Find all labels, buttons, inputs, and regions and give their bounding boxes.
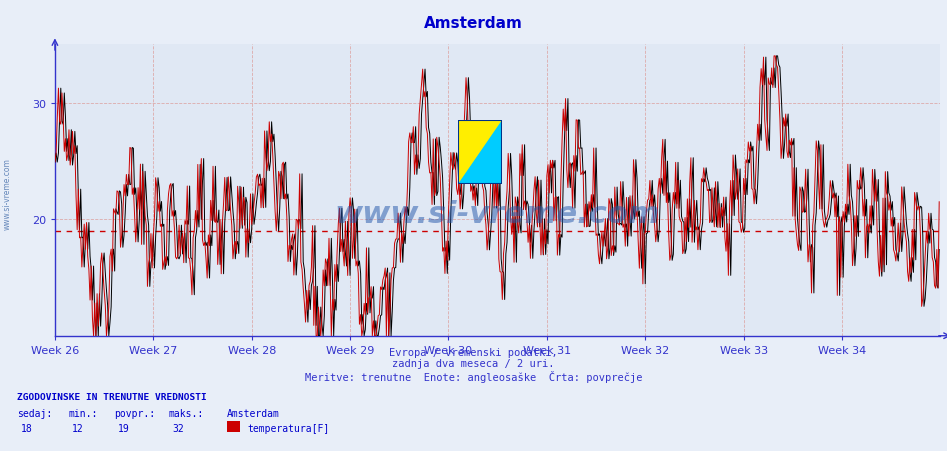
Text: Amsterdam: Amsterdam [227,408,280,418]
Text: Amsterdam: Amsterdam [424,16,523,31]
Text: povpr.:: povpr.: [114,408,154,418]
Text: ZGODOVINSKE IN TRENUTNE VREDNOSTI: ZGODOVINSKE IN TRENUTNE VREDNOSTI [17,392,206,401]
Text: 19: 19 [117,423,129,433]
Text: sedaj:: sedaj: [17,408,52,418]
Text: www.si-vreme.com: www.si-vreme.com [3,158,12,230]
Polygon shape [457,121,502,185]
Text: temperatura[F]: temperatura[F] [247,423,330,433]
Text: Evropa / vremenski podatki,: Evropa / vremenski podatki, [389,347,558,357]
Text: zadnja dva meseca / 2 uri.: zadnja dva meseca / 2 uri. [392,359,555,368]
Polygon shape [457,121,502,185]
Text: Meritve: trenutne  Enote: angleosaške  Črta: povprečje: Meritve: trenutne Enote: angleosaške Črt… [305,370,642,382]
Text: 32: 32 [172,423,184,433]
Text: min.:: min.: [68,408,98,418]
Text: www.si-vreme.com: www.si-vreme.com [335,199,660,228]
Text: maks.:: maks.: [169,408,204,418]
Text: 12: 12 [72,423,83,433]
Text: 18: 18 [21,423,32,433]
